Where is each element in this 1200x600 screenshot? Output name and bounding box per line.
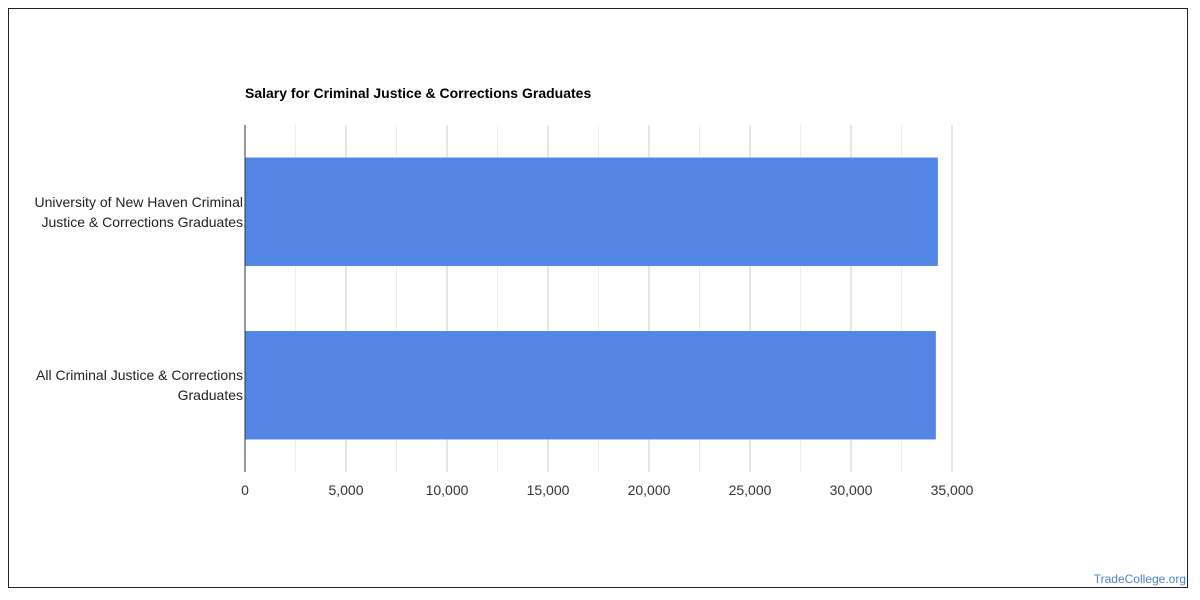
x-tick-label: 35,000 [931, 482, 974, 498]
x-tick-label: 10,000 [426, 482, 469, 498]
category-label-all-graduates: All Criminal Justice & Corrections Gradu… [36, 367, 243, 404]
x-tick-label: 30,000 [830, 482, 873, 498]
x-tick-label: 25,000 [729, 482, 772, 498]
bar-0 [245, 157, 938, 266]
x-tick-label: 15,000 [527, 482, 570, 498]
bar-1 [245, 331, 936, 440]
x-tick-label: 0 [241, 482, 249, 498]
x-tick-label: 5,000 [328, 482, 363, 498]
chart-title: Salary for Criminal Justice & Correction… [245, 85, 592, 101]
watermark-link[interactable]: TradeCollege.org [1093, 572, 1186, 586]
x-tick-label: 20,000 [628, 482, 671, 498]
category-label-university: University of New Haven Criminal Justice… [34, 193, 243, 230]
